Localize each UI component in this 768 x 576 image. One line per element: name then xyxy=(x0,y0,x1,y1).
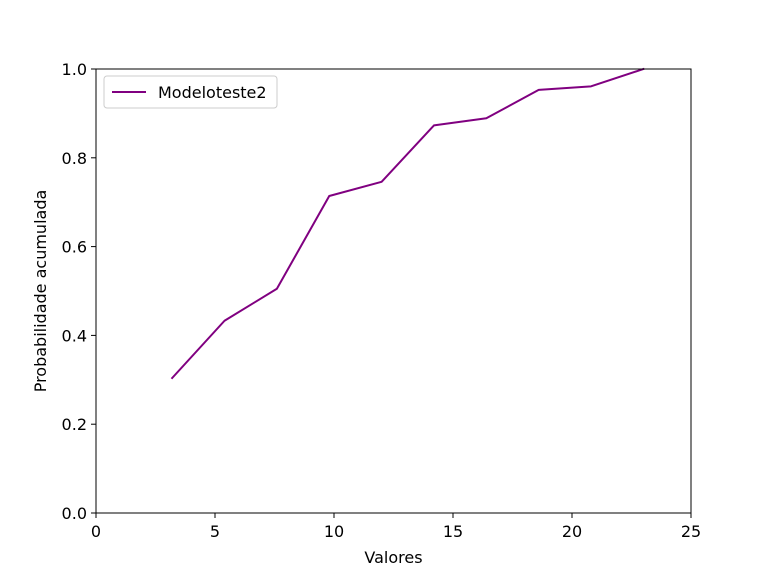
plot-frame xyxy=(95,68,692,514)
y-tick-label: 0.0 xyxy=(62,504,87,523)
x-tick-label: 10 xyxy=(324,522,344,541)
y-axis-label: Probabilidade acumulada xyxy=(31,190,50,393)
x-tick-label: 20 xyxy=(562,522,582,541)
series-line xyxy=(170,67,645,380)
legend-box xyxy=(103,75,278,109)
y-tick-label: 0.4 xyxy=(62,326,87,345)
y-tick-label: 0.8 xyxy=(62,149,87,168)
x-tick-label: 0 xyxy=(91,522,101,541)
x-axis: 0 5 10 15 20 25 xyxy=(91,513,701,541)
y-tick-label: 1.0 xyxy=(62,60,87,79)
x-tick-label: 15 xyxy=(443,522,463,541)
y-axis: 0.0 0.2 0.4 0.6 0.8 1.0 xyxy=(62,60,96,523)
x-tick-label: 25 xyxy=(681,522,701,541)
plot-area xyxy=(96,69,691,513)
x-axis-label: Valores xyxy=(364,548,422,567)
y-tick-label: 0.2 xyxy=(62,415,87,434)
x-tick-label: 5 xyxy=(210,522,220,541)
y-tick-label: 0.6 xyxy=(62,238,87,257)
legend-label: Modeloteste2 xyxy=(158,83,267,102)
legend: Modeloteste2 xyxy=(103,75,278,109)
series-layer xyxy=(170,67,645,380)
